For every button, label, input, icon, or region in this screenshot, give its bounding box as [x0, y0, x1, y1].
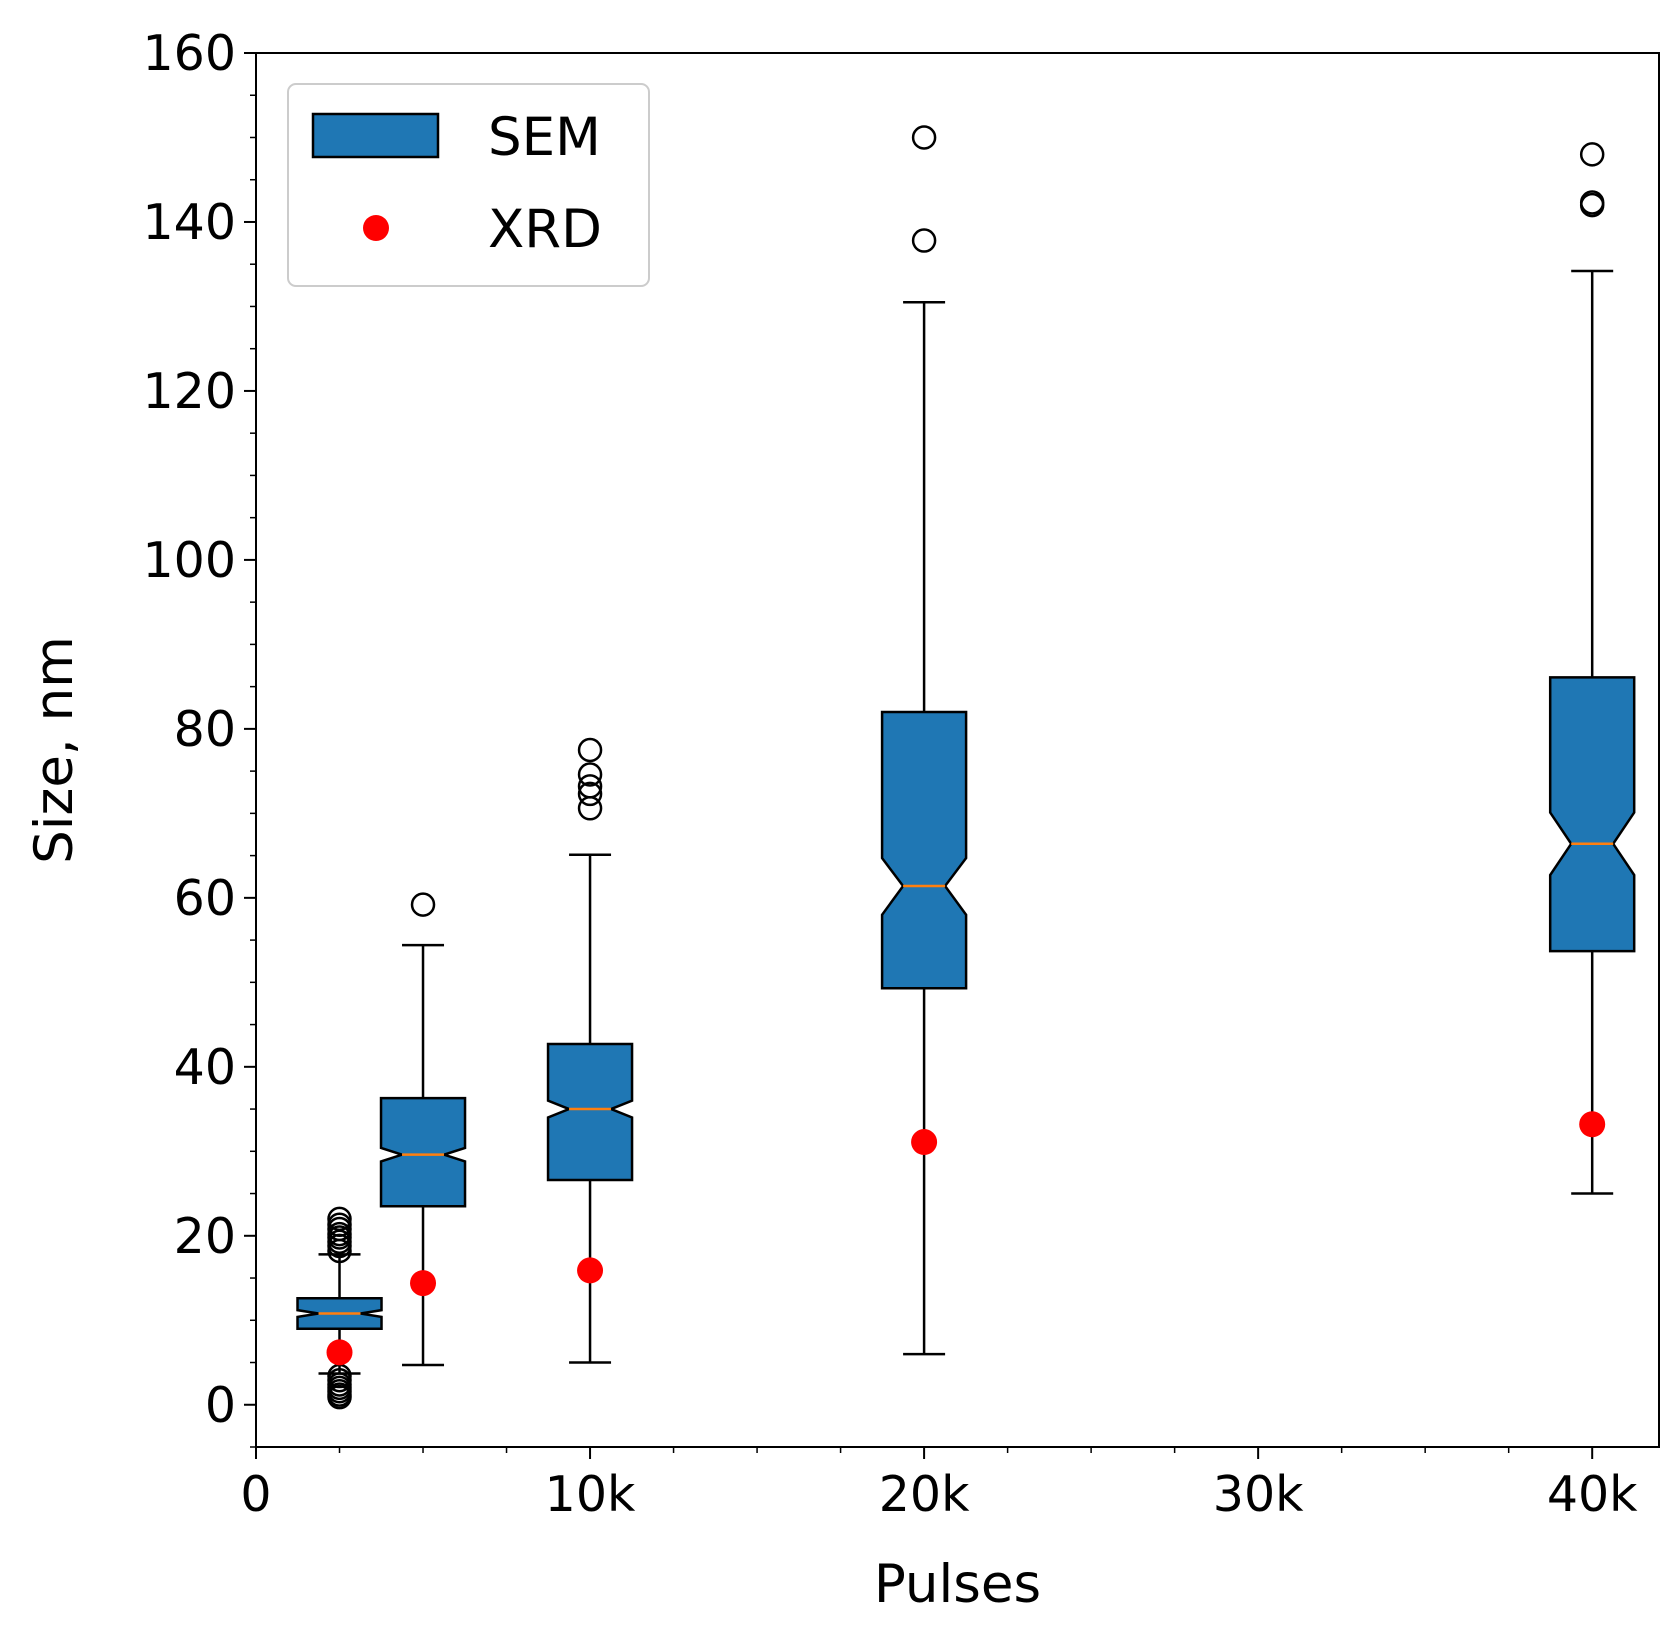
- outlier-point: [911, 228, 937, 253]
- sem-box-group: [379, 892, 467, 1367]
- outlier-point: [577, 796, 603, 821]
- legend-sem-label: SEM: [488, 107, 601, 168]
- outlier-point: [327, 1238, 352, 1264]
- sem-box: [379, 1096, 467, 1208]
- sem-box-group: [546, 737, 634, 1364]
- plot-area: [296, 125, 1636, 1410]
- y-tick-label: 100: [142, 532, 236, 589]
- y-tick-label: 60: [174, 870, 236, 927]
- xrd-point: [911, 1129, 938, 1156]
- outlier-point: [577, 781, 603, 807]
- y-axis-label: Size, nm: [24, 636, 85, 864]
- outlier-point: [1579, 142, 1605, 167]
- sem-box: [880, 710, 968, 990]
- y-tick-label: 120: [142, 363, 236, 420]
- xrd-point: [1579, 1111, 1606, 1138]
- outlier-point: [577, 737, 603, 763]
- x-tick-label: 0: [240, 1466, 271, 1523]
- x-tick-label: 10k: [545, 1466, 636, 1523]
- outlier-point: [327, 1384, 352, 1410]
- x-tick-label: 30k: [1213, 1466, 1304, 1523]
- legend-sem-swatch: [311, 112, 440, 159]
- axis-ticks: 0 20 40 60 80 100 120 140 160 0 10k 20k 30k 40k: [142, 25, 1638, 1523]
- outlier-point: [911, 125, 937, 150]
- y-tick-label: 80: [174, 701, 236, 758]
- x-tick-label: 40k: [1547, 1466, 1638, 1523]
- y-tick-label: 0: [205, 1377, 236, 1434]
- sem-box: [1548, 676, 1636, 953]
- y-tick-label: 20: [174, 1208, 236, 1265]
- legend: SEM XRD: [287, 83, 650, 287]
- sem-box: [546, 1042, 634, 1182]
- xrd-point: [410, 1270, 437, 1297]
- x-tick-label: 20k: [879, 1466, 970, 1523]
- xrd-point: [326, 1339, 353, 1366]
- sem-box-group: [1548, 142, 1636, 1195]
- sem-box-group: [296, 1206, 383, 1410]
- xrd-point: [577, 1257, 604, 1284]
- y-tick-label: 40: [174, 1039, 236, 1096]
- y-tick-label: 160: [142, 25, 236, 82]
- legend-xrd-label: XRD: [488, 199, 602, 260]
- x-axis-label: Pulses: [874, 1554, 1041, 1615]
- axes-frame: [255, 52, 1660, 1448]
- y-tick-label: 140: [142, 194, 236, 251]
- sem-box-group: [880, 125, 968, 1356]
- legend-xrd-marker: [363, 215, 389, 241]
- outlier-point: [410, 892, 436, 917]
- outlier-point: [577, 762, 603, 787]
- outlier-point: [1579, 192, 1605, 218]
